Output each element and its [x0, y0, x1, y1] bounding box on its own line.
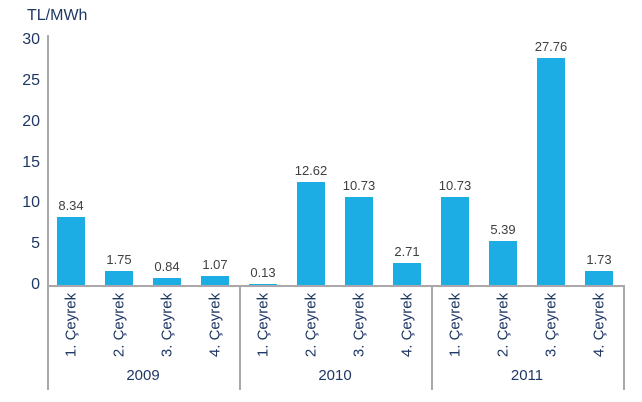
- bar: [57, 217, 85, 285]
- x-tick-label: 1. Çeyrek: [446, 292, 464, 358]
- bar-value-label: 1.75: [106, 252, 132, 267]
- x-tick-label: 3. Çeyrek: [542, 292, 560, 358]
- year-group-divider: [431, 285, 433, 390]
- x-tick-label: 4. Çeyrek: [206, 292, 224, 358]
- x-tick-label: 1. Çeyrek: [62, 292, 80, 358]
- bar: [249, 284, 277, 285]
- y-axis-tick-label: 0: [31, 276, 40, 293]
- bar-value-label: 10.73: [438, 178, 472, 193]
- y-axis-line: [47, 35, 49, 390]
- year-group-divider: [623, 285, 625, 390]
- x-tick-label: 4. Çeyrek: [398, 292, 416, 358]
- x-tick-label: 1. Çeyrek: [254, 292, 272, 358]
- y-axis-tick-label: 5: [31, 235, 40, 253]
- bar: [201, 276, 229, 285]
- x-tick-label: 3. Çeyrek: [350, 292, 368, 358]
- bar: [297, 182, 325, 285]
- bar-value-label: 0.84: [154, 259, 180, 274]
- bar-value-label: 27.76: [534, 39, 568, 54]
- bar: [489, 241, 517, 285]
- year-label: 2011: [510, 367, 544, 384]
- bar-value-label: 5.39: [490, 222, 516, 237]
- year-label: 2009: [126, 367, 160, 384]
- y-axis-tick-label: 10: [22, 194, 40, 212]
- x-tick-label: 2. Çeyrek: [494, 292, 512, 358]
- year-group-divider: [239, 285, 241, 390]
- bar-value-label: 0.13: [250, 265, 276, 280]
- y-axis-title: TL/MWh: [27, 7, 88, 24]
- bar-value-label: 8.34: [58, 198, 84, 213]
- y-axis-tick-label: 15: [22, 153, 40, 171]
- x-tick-label: 2. Çeyrek: [110, 292, 128, 358]
- x-tick-label: 2. Çeyrek: [302, 292, 320, 358]
- bar: [441, 197, 469, 285]
- bar: [585, 271, 613, 285]
- year-label: 2010: [318, 367, 352, 384]
- bar: [537, 58, 565, 285]
- bar-value-label: 2.71: [394, 244, 420, 259]
- bar-value-label: 1.07: [202, 257, 228, 272]
- bar-value-label: 12.62: [294, 163, 328, 178]
- y-axis-tick-label: 30: [22, 31, 40, 48]
- bar: [153, 278, 181, 285]
- y-axis-tick-label: 20: [22, 112, 40, 130]
- x-axis-line: [47, 285, 623, 287]
- y-axis-tick-label: 25: [22, 71, 40, 89]
- bar-value-label: 1.73: [586, 252, 612, 267]
- x-tick-label: 4. Çeyrek: [590, 292, 608, 358]
- bar-value-label: 10.73: [342, 178, 376, 193]
- bar: [393, 263, 421, 285]
- x-tick-label: 3. Çeyrek: [158, 292, 176, 358]
- bar: [345, 197, 373, 285]
- bar: [105, 271, 133, 285]
